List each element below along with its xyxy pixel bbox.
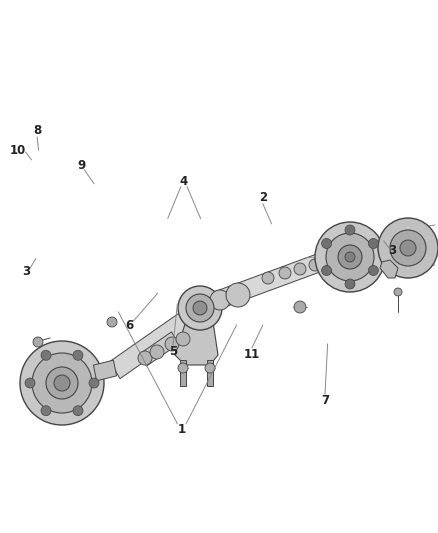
Ellipse shape [25,378,35,388]
Text: 5: 5 [169,345,177,358]
Polygon shape [140,332,178,366]
Ellipse shape [345,225,355,235]
Ellipse shape [338,245,362,269]
Polygon shape [175,315,218,365]
Ellipse shape [41,406,51,416]
Text: 2: 2 [259,191,267,204]
Ellipse shape [73,406,83,416]
Text: 8: 8 [33,124,41,137]
Polygon shape [215,246,343,309]
Text: 6: 6 [125,319,133,332]
Polygon shape [110,303,203,378]
Ellipse shape [309,259,321,271]
Text: 3: 3 [22,265,30,278]
Ellipse shape [32,353,92,413]
Ellipse shape [326,233,374,281]
Ellipse shape [178,286,222,330]
Ellipse shape [54,375,70,391]
Ellipse shape [138,351,152,365]
Polygon shape [93,360,117,381]
Text: 7: 7 [321,394,329,407]
Polygon shape [380,260,398,278]
Ellipse shape [262,272,274,284]
Polygon shape [180,360,186,386]
Ellipse shape [368,238,378,248]
Ellipse shape [186,294,214,322]
Ellipse shape [294,263,306,275]
Ellipse shape [390,230,426,266]
Ellipse shape [178,363,188,373]
Ellipse shape [345,279,355,289]
Ellipse shape [205,363,215,373]
Ellipse shape [107,317,117,327]
Ellipse shape [176,332,190,346]
Ellipse shape [400,240,416,256]
Ellipse shape [89,378,99,388]
Text: 4: 4 [180,175,188,188]
Ellipse shape [20,341,104,425]
Ellipse shape [226,283,250,307]
Ellipse shape [345,252,355,262]
Ellipse shape [41,350,51,360]
Text: 9: 9 [77,159,85,172]
Text: 10: 10 [9,144,26,157]
Ellipse shape [33,337,43,347]
Ellipse shape [368,265,378,276]
Polygon shape [207,360,213,386]
Text: 3: 3 [388,244,396,257]
Ellipse shape [321,265,332,276]
Ellipse shape [279,267,291,279]
Ellipse shape [321,238,332,248]
Ellipse shape [165,337,179,351]
Ellipse shape [150,345,164,359]
Ellipse shape [294,301,306,313]
Text: 11: 11 [244,348,260,361]
Ellipse shape [73,350,83,360]
Ellipse shape [210,290,230,310]
Text: 1: 1 [178,423,186,435]
Ellipse shape [394,288,402,296]
Ellipse shape [315,222,385,292]
Ellipse shape [193,301,207,315]
Ellipse shape [46,367,78,399]
Ellipse shape [378,218,438,278]
